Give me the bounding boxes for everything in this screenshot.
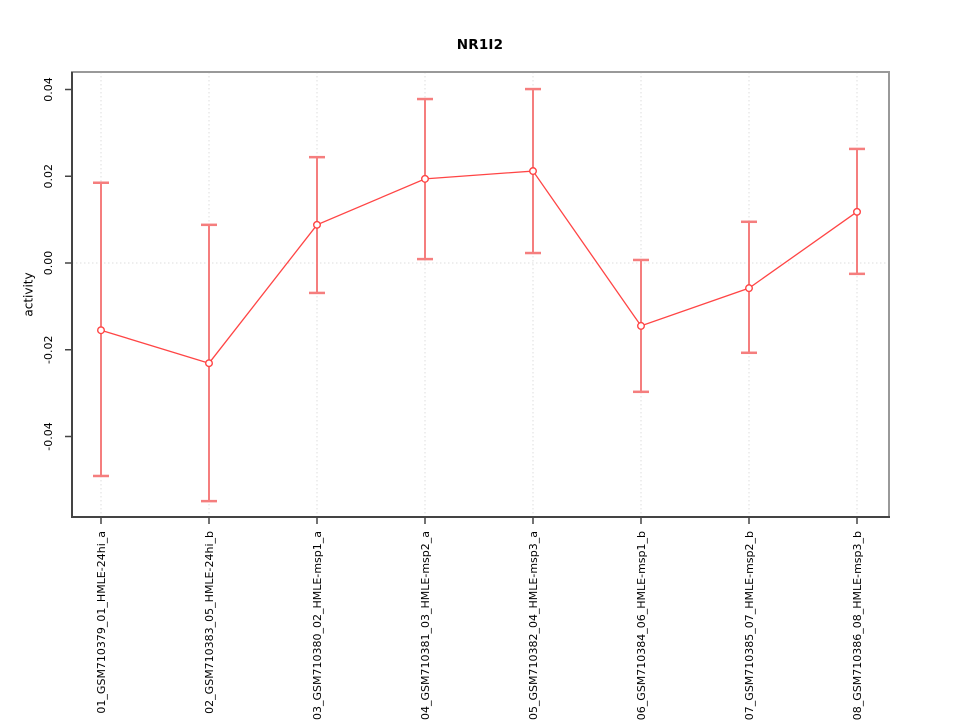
chart-title: NR1I2 xyxy=(456,37,504,53)
x-tick-label: 08_GSM710386_08_HMLE-msp3_b xyxy=(851,531,864,720)
data-point xyxy=(853,207,862,216)
y-tick-label: -0.04 xyxy=(42,422,55,450)
data-point xyxy=(529,167,538,176)
data-point xyxy=(745,284,754,293)
data-point xyxy=(421,174,430,183)
x-tick-label: 04_GSM710381_03_HMLE-msp2_a xyxy=(419,531,432,720)
data-point xyxy=(204,359,213,368)
data-point xyxy=(637,321,646,330)
y-tick-label: 0.02 xyxy=(42,164,55,189)
data-point xyxy=(313,220,322,229)
x-tick-label: 07_GSM710385_07_HMLE-msp2_b xyxy=(743,531,756,720)
x-tick-label: 02_GSM710383_05_HMLE-24hi_b xyxy=(203,531,216,714)
y-tick-label: 0.04 xyxy=(42,77,55,102)
x-tick-label: 03_GSM710380_02_HMLE-msp1_a xyxy=(311,531,324,720)
y-tick-label: -0.02 xyxy=(42,336,55,364)
series-line xyxy=(100,170,858,364)
x-tick-label: 05_GSM710382_04_HMLE-msp3_a xyxy=(527,531,540,720)
x-tick-label: 06_GSM710384_06_HMLE-msp1_b xyxy=(635,531,648,720)
x-tick-label: 01_GSM710379_01_HMLE-24hi_a xyxy=(95,531,108,714)
y-tick-label: 0.00 xyxy=(42,251,55,276)
data-point xyxy=(96,326,105,335)
